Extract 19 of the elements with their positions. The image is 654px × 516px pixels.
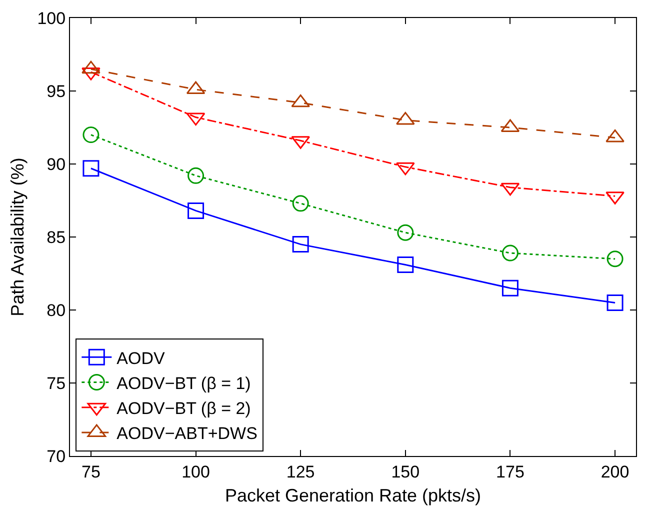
x-axis-title: Packet Generation Rate (pkts/s): [224, 486, 482, 506]
y-tick-label: 70: [46, 446, 66, 466]
y-axis-title: Path Availability (%): [7, 158, 28, 316]
y-tick-label: 75: [46, 374, 66, 393]
legend-label: AODV−BT (β = 2): [116, 399, 251, 418]
x-tick-label: 75: [82, 462, 100, 482]
y-tick-label: 90: [46, 154, 66, 174]
y-tick-label: 85: [46, 228, 66, 247]
legend-label: AODV−BT (β = 1): [116, 374, 251, 393]
x-tick-label: 125: [286, 462, 315, 482]
y-tick-label: 100: [37, 8, 66, 28]
legend-label: AODV−ABT+DWS: [116, 424, 258, 444]
x-tick-label: 100: [182, 462, 210, 482]
x-tick-label: 200: [600, 462, 630, 482]
legend-label: AODV: [116, 348, 166, 368]
y-tick-label: 95: [46, 82, 66, 101]
x-tick-label: 150: [391, 462, 420, 482]
x-tick-label: 175: [496, 462, 524, 482]
y-tick-label: 80: [46, 300, 66, 320]
